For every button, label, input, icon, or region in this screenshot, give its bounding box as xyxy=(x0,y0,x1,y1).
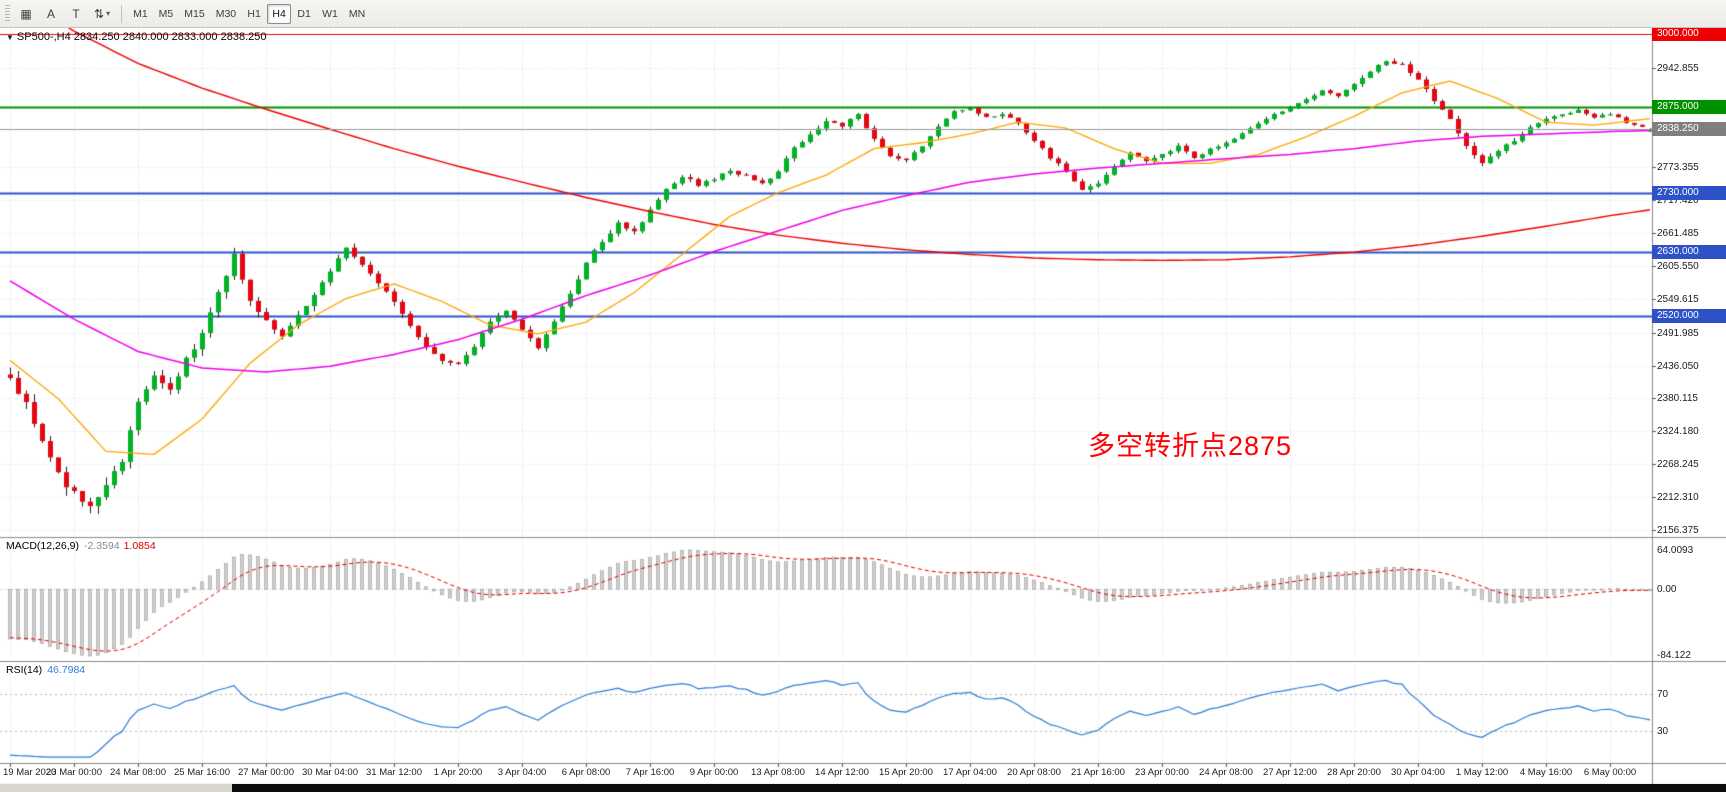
top-toolbar: ▦ A T ⇅ ▾ M1 M5 M15 M30 H1 H4 D1 W1 MN xyxy=(0,0,1726,28)
cursor-tool-label: A xyxy=(46,6,55,21)
macd-title: MACD(12,26,9) xyxy=(6,540,79,552)
symbol-switch-icon: ⇅ xyxy=(94,6,105,21)
macd-header: MACD(12,26,9) -2.3594 1.0854 xyxy=(6,540,156,552)
price-tick-label: 2605.550 xyxy=(1657,260,1699,272)
rsi-title: RSI(14) xyxy=(6,664,43,676)
text-tool-button[interactable]: T xyxy=(64,4,88,24)
price-tick-label: 2661.485 xyxy=(1657,228,1699,240)
time-axis-label: 31 Mar 12:00 xyxy=(366,767,422,778)
symbol-ohlc-text: SP500-,H4 2834.250 2840.000 2833.000 283… xyxy=(16,31,267,43)
timeframe-mn[interactable]: MN xyxy=(348,7,366,20)
time-axis-label: 25 Mar 16:00 xyxy=(174,767,230,778)
price-tick-label: 2324.180 xyxy=(1657,426,1699,438)
layout-grid-icon: ▦ xyxy=(20,6,32,21)
time-axis-label: 30 Apr 04:00 xyxy=(1391,767,1445,778)
price-tick-label: 2212.310 xyxy=(1657,492,1699,504)
time-axis-label: 6 Apr 08:00 xyxy=(561,767,611,778)
macd-axis-label: -84.122 xyxy=(1657,650,1691,661)
price-badge: 2875.000 xyxy=(1652,100,1726,115)
rsi-header: RSI(14) 46.7984 xyxy=(6,664,85,676)
chart-annotation-text[interactable]: 多空转折点2875 xyxy=(1088,431,1293,461)
time-axis-label: 1 May 12:00 xyxy=(1455,767,1509,778)
macd-axis-label: 64.0093 xyxy=(1657,545,1694,556)
time-axis-label: 24 Mar 08:00 xyxy=(110,767,166,778)
chevron-down-icon: ▾ xyxy=(106,9,111,18)
symbol-switch-button[interactable]: ⇅ ▾ xyxy=(89,4,115,24)
time-axis-label: 27 Apr 12:00 xyxy=(1263,767,1317,778)
price-badge: 3000.000 xyxy=(1652,27,1726,41)
toolbar-grip[interactable] xyxy=(5,4,10,23)
toolbar-separator xyxy=(121,4,123,23)
timeframe-m30[interactable]: M30 xyxy=(215,7,237,20)
time-axis-label: 30 Mar 04:00 xyxy=(302,767,358,778)
timeframe-d1[interactable]: D1 xyxy=(297,7,311,20)
timeframe-h1[interactable]: H1 xyxy=(247,7,261,20)
taskbar-strip xyxy=(0,784,1726,792)
price-tick-label: 2156.375 xyxy=(1657,525,1699,536)
time-axis-label: 17 Apr 04:00 xyxy=(943,767,997,778)
time-axis-label: 14 Apr 12:00 xyxy=(815,767,869,778)
timeframe-m5[interactable]: M5 xyxy=(158,7,174,20)
current-price-badge: 2838.250 xyxy=(1652,122,1726,137)
collapse-indicator-icon: ▼ xyxy=(6,33,14,42)
time-axis-label: 9 Apr 00:00 xyxy=(689,767,739,778)
time-axis-label: 19 Mar 2020 xyxy=(3,767,57,778)
timeframe-m15[interactable]: M15 xyxy=(184,7,205,20)
rsi-axis-label: 70 xyxy=(1657,688,1669,700)
macd-main-value: -2.3594 xyxy=(83,540,120,552)
timeframe-w1[interactable]: W1 xyxy=(322,7,338,20)
timeframe-m1[interactable]: M1 xyxy=(133,7,148,20)
time-axis-label: 13 Apr 08:00 xyxy=(751,767,805,778)
price-tick-label: 2942.855 xyxy=(1657,62,1699,74)
price-tick-label: 2491.985 xyxy=(1657,327,1699,339)
timeframe-h4[interactable]: H4 xyxy=(267,3,292,24)
time-axis-label: 6 May 00:00 xyxy=(1583,767,1637,778)
macd-axis-label: 0.00 xyxy=(1657,584,1677,596)
text-tool-label: T xyxy=(72,6,80,21)
time-axis-label: 21 Apr 16:00 xyxy=(1071,767,1125,778)
time-axis-label: 1 Apr 20:00 xyxy=(433,767,483,778)
time-axis-label: 20 Apr 08:00 xyxy=(1007,767,1061,778)
price-tick-label: 2436.050 xyxy=(1657,360,1699,372)
time-axis-label: 4 May 16:00 xyxy=(1519,767,1573,778)
rsi-axis-label: 30 xyxy=(1657,726,1669,738)
taskbar-strip-left xyxy=(0,784,232,792)
macd-signal-value: 1.0854 xyxy=(123,540,156,552)
price-tick-label: 2717.420 xyxy=(1657,195,1699,207)
layout-grid-button[interactable]: ▦ xyxy=(14,4,38,24)
price-tick-label: 2380.115 xyxy=(1657,393,1698,405)
price-tick-label: 2268.245 xyxy=(1657,459,1699,471)
time-axis-label: 24 Apr 08:00 xyxy=(1199,767,1253,778)
time-axis-label: 7 Apr 16:00 xyxy=(625,767,675,778)
cursor-tool-button[interactable]: A xyxy=(39,4,63,24)
price-badge: 2630.000 xyxy=(1652,244,1726,259)
time-axis-label: 23 Apr 00:00 xyxy=(1135,767,1189,778)
price-tick-label: 2549.615 xyxy=(1657,293,1699,305)
time-axis-label: 27 Mar 00:00 xyxy=(238,767,294,778)
price-badge: 2520.000 xyxy=(1652,309,1726,324)
timeframe-button-group: M1 M5 M15 M30 H1 H4 D1 W1 MN xyxy=(128,3,370,24)
time-axis-label: 23 Mar 00:00 xyxy=(46,767,102,778)
price-badge: 2730.000 xyxy=(1652,185,1726,200)
price-tick-label: 2773.355 xyxy=(1657,162,1699,174)
time-axis-label: 15 Apr 20:00 xyxy=(879,767,933,778)
time-axis-label: 28 Apr 20:00 xyxy=(1327,767,1381,778)
rsi-value: 46.7984 xyxy=(47,664,86,676)
symbol-ohlc-header: ▼ SP500-,H4 2834.250 2840.000 2833.000 28… xyxy=(6,31,266,43)
time-axis-label: 3 Apr 04:00 xyxy=(497,767,547,778)
